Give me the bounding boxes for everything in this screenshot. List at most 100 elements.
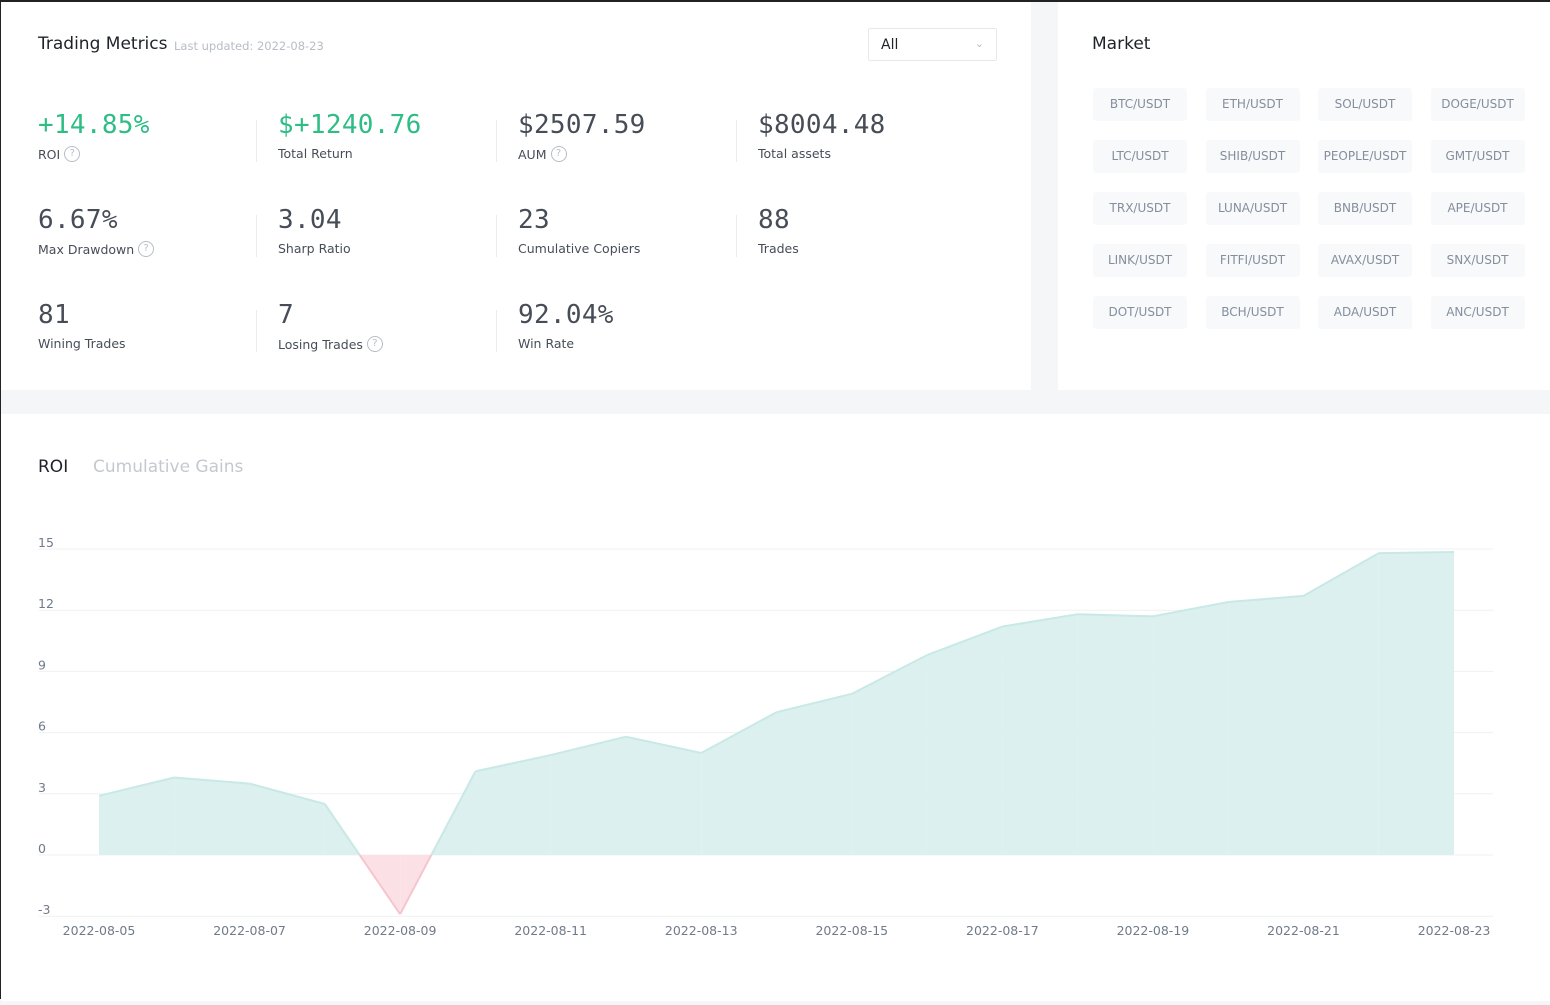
metric-aum: $2507.59 AUM? (518, 110, 738, 162)
metric-value: 6.67% (38, 205, 258, 235)
divider (256, 310, 257, 352)
divider (496, 120, 497, 162)
divider (256, 120, 257, 162)
market-pair-chip[interactable]: LUNA/USDT (1206, 192, 1300, 225)
metric-cumulative-copiers: 23 Cumulative Copiers (518, 205, 738, 256)
metric-value: 88 (758, 205, 978, 235)
x-tick-label: 2022-08-09 (364, 923, 437, 938)
y-tick-label: 0 (38, 841, 46, 856)
metric-value: $+1240.76 (278, 110, 498, 140)
positive-area (927, 627, 1002, 855)
trading-metrics-card: Trading Metrics Last updated: 2022-08-23… (1, 2, 1031, 390)
metric-max-drawdown: 6.67% Max Drawdown? (38, 205, 258, 257)
y-tick-label: 15 (38, 535, 54, 550)
positive-area (1002, 614, 1077, 855)
divider (736, 120, 737, 162)
y-tick-label: 12 (38, 596, 54, 611)
x-tick-label: 2022-08-19 (1117, 923, 1190, 938)
metrics-title: Trading Metrics (38, 34, 167, 54)
metric-value: 7 (278, 300, 498, 330)
x-tick-label: 2022-08-11 (514, 923, 587, 938)
series-line (1379, 552, 1454, 553)
help-icon[interactable]: ? (64, 146, 80, 162)
metric-label: Losing Trades (278, 337, 363, 352)
market-pair-chip[interactable]: SHIB/USDT (1206, 140, 1300, 173)
metric-trades: 88 Trades (758, 205, 978, 256)
metric-label: Sharp Ratio (278, 241, 351, 256)
divider (496, 310, 497, 352)
market-pair-chip[interactable]: LINK/USDT (1093, 244, 1187, 277)
metric-wining-trades: 81 Wining Trades (38, 300, 258, 351)
period-select-value: All (881, 37, 898, 53)
metric-label: Win Rate (518, 336, 574, 351)
x-tick-label: 2022-08-15 (815, 923, 888, 938)
metric-losing-trades: 7 Losing Trades? (278, 300, 498, 352)
x-tick-label: 2022-08-21 (1267, 923, 1340, 938)
positive-area (1153, 602, 1228, 855)
market-pair-chip[interactable]: BNB/USDT (1318, 192, 1412, 225)
market-pair-chip[interactable]: DOGE/USDT (1431, 88, 1525, 121)
metric-label: Total Return (278, 146, 353, 161)
market-pair-chip[interactable]: SNX/USDT (1431, 244, 1525, 277)
metric-value: 23 (518, 205, 738, 235)
market-pair-chip[interactable]: ADA/USDT (1318, 296, 1412, 329)
metric-label: Trades (758, 241, 799, 256)
market-pair-chip[interactable]: PEOPLE/USDT (1318, 140, 1412, 173)
positive-area (1228, 596, 1303, 855)
metric-sharp-ratio: 3.04 Sharp Ratio (278, 205, 498, 256)
market-pair-chip[interactable]: ETH/USDT (1206, 88, 1300, 121)
metric-value: +14.85% (38, 110, 258, 140)
chevron-down-icon: ⌄ (975, 37, 984, 50)
positive-area (1303, 553, 1378, 855)
y-tick-label: -3 (38, 902, 50, 917)
x-tick-label: 2022-08-23 (1418, 923, 1491, 938)
positive-area (1078, 614, 1153, 855)
metric-win-rate: 92.04% Win Rate (518, 300, 738, 351)
divider (256, 215, 257, 257)
y-tick-label: 6 (38, 719, 46, 734)
metric-total-return: $+1240.76 Total Return (278, 110, 498, 161)
metric-value: 92.04% (518, 300, 738, 330)
market-pair-chip[interactable]: SOL/USDT (1318, 88, 1412, 121)
x-tick-label: 2022-08-17 (966, 923, 1039, 938)
last-updated: Last updated: 2022-08-23 (174, 39, 324, 53)
positive-area (475, 755, 550, 855)
positive-area (99, 777, 174, 855)
market-pair-chip[interactable]: ANC/USDT (1431, 296, 1525, 329)
market-pair-chip[interactable]: LTC/USDT (1093, 140, 1187, 173)
market-pair-chip[interactable]: TRX/USDT (1093, 192, 1187, 225)
x-tick-label: 2022-08-05 (63, 923, 136, 938)
positive-area (551, 737, 626, 855)
market-card: Market BTC/USDT ETH/USDT SOL/USDT DOGE/USDT… (1058, 2, 1550, 390)
market-pair-chip[interactable]: DOT/USDT (1093, 296, 1187, 329)
metric-value: $2507.59 (518, 110, 738, 140)
help-icon[interactable]: ? (138, 241, 154, 257)
period-select[interactable]: All ⌄ (868, 28, 997, 61)
metric-label: Cumulative Copiers (518, 241, 640, 256)
metric-value: 81 (38, 300, 258, 330)
help-icon[interactable]: ? (367, 336, 383, 352)
divider (736, 215, 737, 257)
market-pair-chip[interactable]: BCH/USDT (1206, 296, 1300, 329)
metric-label: Wining Trades (38, 336, 126, 351)
tab-cumulative-gains[interactable]: Cumulative Gains (93, 457, 243, 477)
metric-total-assets: $8004.48 Total assets (758, 110, 978, 161)
market-pair-chip[interactable]: AVAX/USDT (1318, 244, 1412, 277)
help-icon[interactable]: ? (551, 146, 567, 162)
market-pair-chip[interactable]: APE/USDT (1431, 192, 1525, 225)
positive-area (174, 777, 249, 855)
metric-value: 3.04 (278, 205, 498, 235)
market-pair-chip[interactable]: BTC/USDT (1093, 88, 1187, 121)
market-title: Market (1092, 34, 1150, 54)
divider (496, 215, 497, 257)
market-pair-chip[interactable]: FITFI/USDT (1206, 244, 1300, 277)
x-tick-label: 2022-08-07 (213, 923, 286, 938)
metric-label: AUM (518, 147, 547, 162)
metric-value: $8004.48 (758, 110, 978, 140)
positive-area (777, 694, 852, 855)
tab-roi[interactable]: ROI (38, 457, 68, 477)
market-pair-chip[interactable]: GMT/USDT (1431, 140, 1525, 173)
metric-label: ROI (38, 147, 60, 162)
